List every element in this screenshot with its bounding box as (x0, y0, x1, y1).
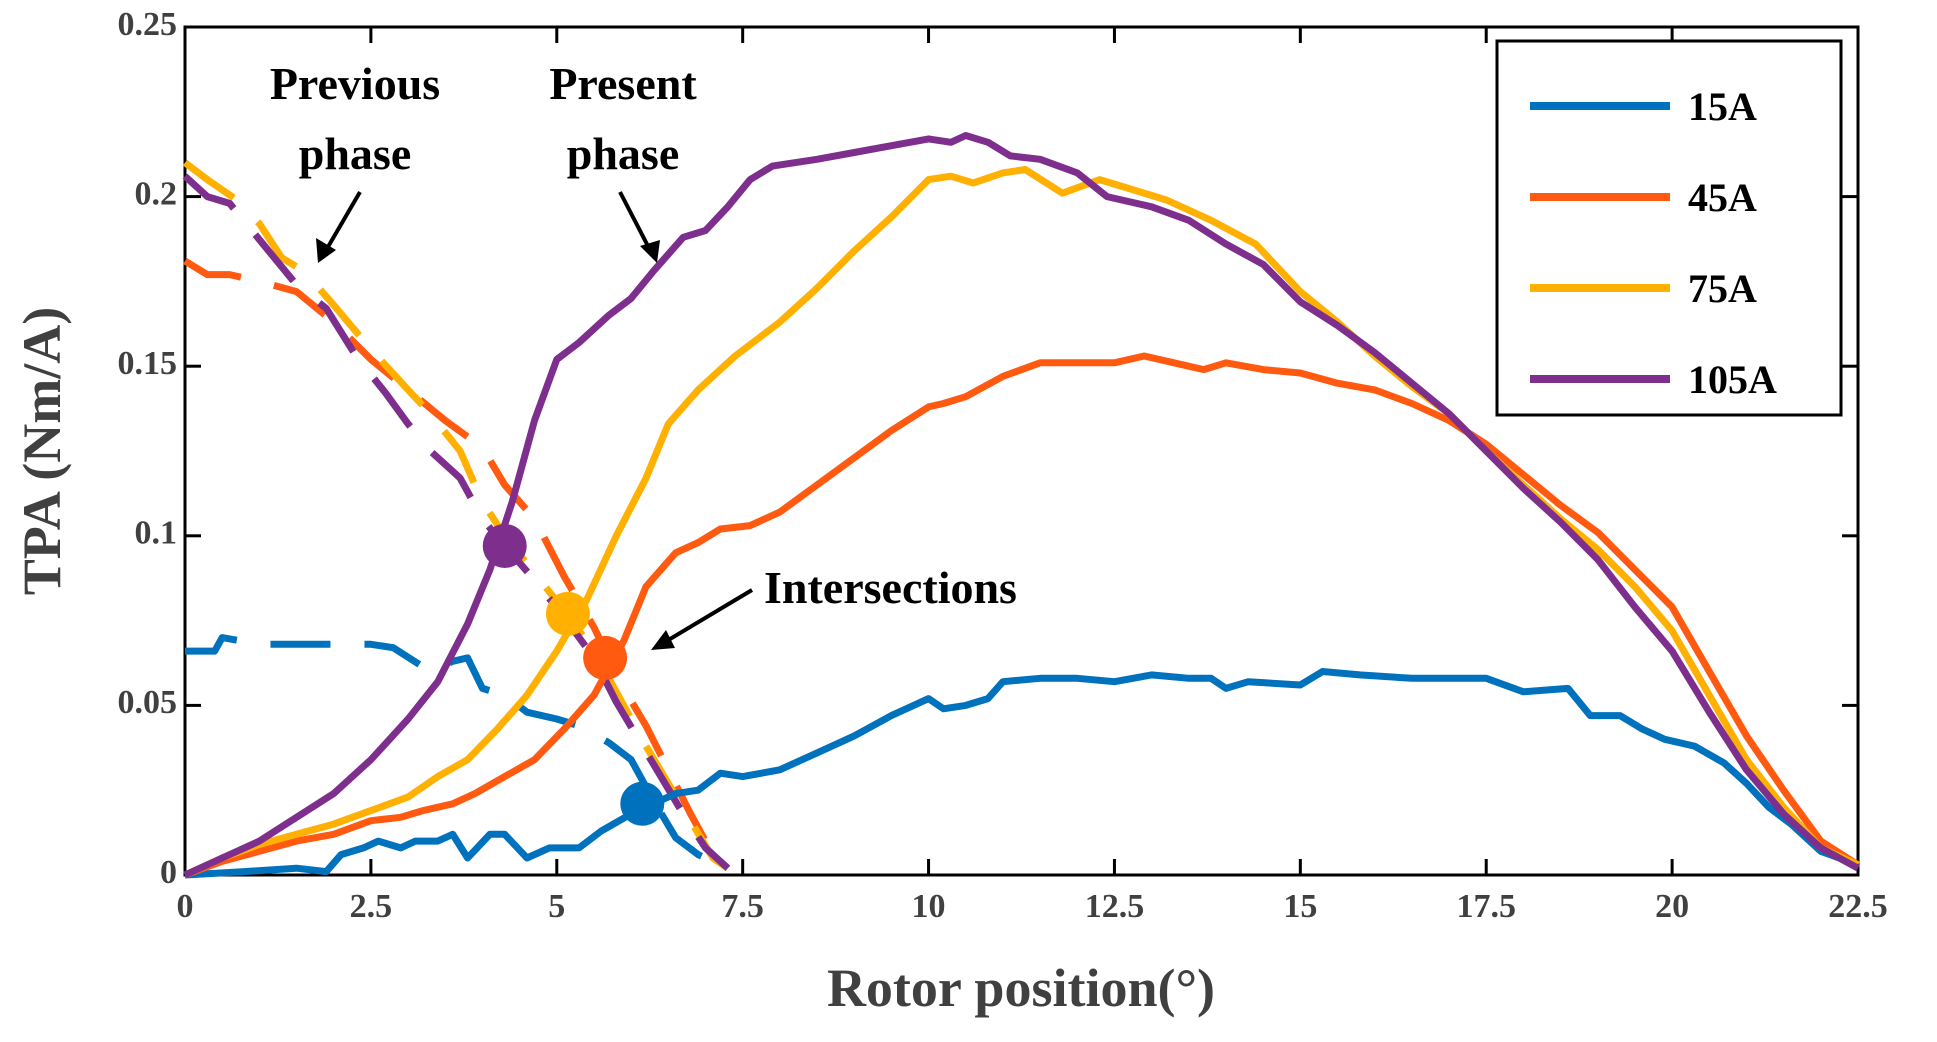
arrow-head-present-phase (640, 240, 660, 263)
legend-label-75a: 75A (1688, 266, 1757, 311)
legend-box (1495, 39, 1843, 417)
y-tick-label: 0.1 (135, 515, 178, 552)
intersection-marker-45a (583, 635, 628, 680)
arrow-head-previous-phase (316, 238, 336, 263)
series-line-45a-present (183, 352, 1860, 879)
intersection-markers (482, 523, 665, 826)
x-tick-label: 20 (1655, 888, 1689, 925)
y-tick: 0.1 (135, 515, 1858, 552)
annotation-intersections-label: Intersections (764, 562, 1017, 613)
y-ticks: 0 0.05 0.1 0.15 0.2 0.25 (118, 6, 1858, 891)
arrow-intersections (663, 588, 754, 644)
annotation-present-phase: Present phase (549, 58, 697, 263)
intersection-marker-105a (482, 523, 527, 568)
x-axis-title: Rotor position(°) (827, 958, 1215, 1018)
series-line-15a-previous (185, 634, 730, 872)
y-tick-label: 0.2 (135, 175, 178, 212)
y-tick-label: 0.15 (118, 345, 178, 382)
annotation-previous-phase-line2: phase (299, 128, 411, 179)
arrow-previous-phase (323, 190, 362, 254)
legend-item-15a: 15A (1530, 84, 1757, 129)
annotation-present-phase-line1: Present (549, 58, 697, 109)
y-tick-label: 0 (160, 854, 177, 891)
x-tick: 22.5 (1828, 27, 1888, 925)
legend: 15A 45A 75A 105A (1495, 39, 1843, 417)
x-tick-label: 15 (1283, 888, 1317, 925)
y-tick: 0.05 (118, 684, 1858, 721)
legend-item-45a: 45A (1530, 175, 1757, 220)
x-tick-label: 2.5 (350, 888, 393, 925)
x-tick: 7.5 (721, 27, 764, 925)
arrow-head-intersections (651, 630, 675, 650)
series-line-15a-present (184, 668, 1860, 879)
x-ticks: 0 2.5 5 7.5 10 12.5 15 17.5 20 22.5 (177, 27, 1888, 925)
x-tick: 17.5 (1456, 27, 1516, 925)
x-tick: 2.5 (350, 27, 393, 925)
annotation-previous-phase: Previous phase (270, 58, 440, 263)
annotation-intersections: Intersections (651, 562, 1017, 650)
y-tick: 0.25 (118, 6, 1858, 43)
y-tick: 0.2 (135, 175, 1858, 212)
x-tick-label: 5 (548, 888, 565, 925)
y-tick: 0.15 (118, 345, 1858, 382)
legend-label-45a: 45A (1688, 175, 1757, 220)
intersection-marker-15a (620, 781, 665, 826)
x-tick: 15 (1283, 27, 1317, 925)
x-tick: 10 (912, 27, 946, 925)
y-tick-label: 0.25 (118, 6, 178, 43)
y-axis-title: TPA (Nm/A) (12, 307, 72, 595)
series-lines (182, 132, 1860, 879)
x-tick: 20 (1655, 27, 1689, 925)
x-tick-label: 0 (177, 888, 194, 925)
y-tick-label: 0.05 (118, 684, 178, 721)
intersection-marker-75a (545, 591, 590, 636)
arrow-present-phase (618, 191, 652, 251)
x-tick-label: 7.5 (721, 888, 764, 925)
legend-label-15a: 15A (1688, 84, 1757, 129)
x-tick-label: 22.5 (1828, 888, 1888, 925)
x-tick-label: 17.5 (1456, 888, 1516, 925)
x-tick: 12.5 (1085, 27, 1145, 925)
series-line-105a-previous (182, 173, 731, 871)
series-line-45a-previous (183, 258, 731, 871)
annotation-present-phase-line2: phase (567, 128, 679, 179)
series-line-105a-present (183, 132, 1860, 879)
annotation-previous-phase-line1: Previous (270, 58, 440, 109)
legend-item-105a: 105A (1530, 357, 1777, 402)
legend-item-75a: 75A (1530, 266, 1757, 311)
x-tick-label: 12.5 (1085, 888, 1145, 925)
x-tick-label: 10 (912, 888, 946, 925)
legend-label-105a: 105A (1688, 357, 1777, 402)
x-tick: 5 (548, 27, 565, 925)
